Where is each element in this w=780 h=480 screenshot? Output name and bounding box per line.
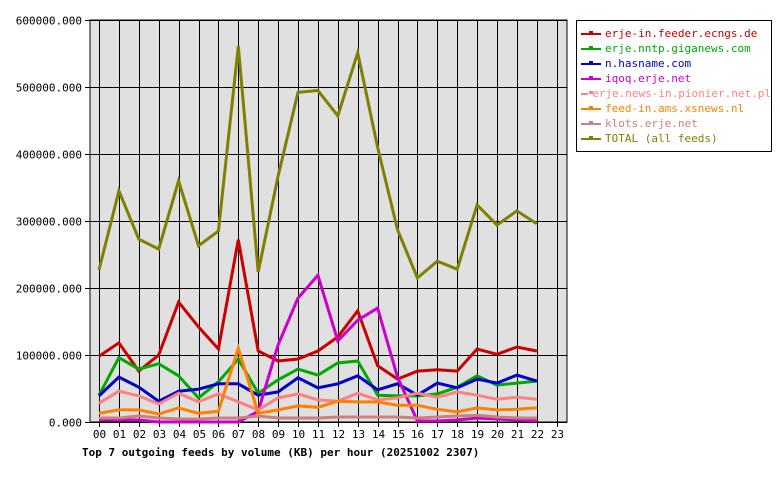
x-tick-label: 14: [372, 428, 386, 441]
x-tick-label: 06: [212, 428, 225, 441]
x-tick-label: 20: [491, 428, 504, 441]
y-tick-label: 400000.000: [16, 149, 82, 162]
legend-line-icon: [581, 30, 601, 35]
x-tick-label: 11: [312, 428, 325, 441]
legend-item: erje.nntp.giganews.com: [577, 41, 771, 56]
x-tick-label: 16: [411, 428, 424, 441]
legend-item: erje-in.feeder.ecngs.de: [577, 26, 771, 41]
legend-item: TOTAL (all feeds): [577, 131, 771, 146]
x-tick-label: 12: [332, 428, 345, 441]
x-tick-label: 08: [252, 428, 265, 441]
chart-title: Top 7 outgoing feeds by volume (KB) per …: [82, 446, 479, 459]
x-tick-label: 02: [133, 428, 146, 441]
legend-label: erje.news-in.pionier.net.pl: [592, 87, 771, 100]
legend-label: erje.nntp.giganews.com: [605, 42, 751, 55]
y-tick-label: 100000.000: [16, 350, 82, 363]
series-line: [98, 389, 537, 412]
x-tick-label: 07: [232, 428, 245, 441]
x-tick-label: 17: [431, 428, 444, 441]
y-tick-label: 300000.000: [16, 216, 82, 229]
legend-line-icon: [581, 60, 601, 65]
y-tick-label: 200000.000: [16, 283, 82, 296]
x-tick-label: 00: [93, 428, 106, 441]
legend-line-icon: [581, 45, 601, 50]
legend-line-icon: [581, 75, 601, 80]
legend-line-icon: [581, 135, 601, 140]
x-tick-label: 19: [471, 428, 484, 441]
series-line: [98, 239, 538, 381]
legend-line-icon: [581, 90, 594, 95]
y-tick-label: 500000.000: [16, 82, 82, 95]
x-tick-label: 22: [531, 428, 544, 441]
legend-label: n.hasname.com: [605, 57, 692, 70]
x-tick-label: 15: [392, 428, 405, 441]
series-line: [97, 373, 538, 403]
legend: erje-in.feeder.ecngs.de erje.nntp.giganew…: [576, 20, 772, 152]
y-tick-label: 600000.000: [16, 15, 82, 28]
x-tick-label: 01: [113, 428, 126, 441]
legend-label: iqoq.erje.net: [605, 72, 692, 85]
x-tick-label: 13: [352, 428, 365, 441]
legend-line-icon: [581, 105, 601, 110]
x-tick-label: 10: [292, 428, 305, 441]
x-axis: 00 01 02 03 04 05 06 07 08 09 10 11 12 13 14 15 16 17 18 19…: [93, 422, 564, 441]
series-line: [99, 272, 537, 424]
legend-item: feed-in.ams.xsnews.nl: [577, 101, 771, 116]
legend-line-icon: [581, 120, 601, 125]
legend-item: klots.erje.net: [577, 116, 771, 131]
x-tick-label: 03: [153, 428, 166, 441]
x-tick-label: 04: [173, 428, 187, 441]
x-tick-label: 09: [272, 428, 285, 441]
y-axis: 0.000 100000.000 200000.000 300000.000 40000…: [16, 15, 90, 430]
legend-label: feed-in.ams.xsnews.nl: [605, 102, 745, 115]
series-line: [98, 343, 537, 416]
series-line: [99, 413, 537, 421]
x-tick-label: 23: [551, 428, 564, 441]
y-tick-label: 0.000: [49, 417, 82, 430]
legend-item: iqoq.erje.net: [577, 71, 771, 86]
legend-item: n.hasname.com: [577, 56, 771, 71]
legend-label: TOTAL (all feeds): [605, 132, 718, 145]
data-series: [97, 45, 538, 424]
x-tick-label: 18: [451, 428, 464, 441]
series-line: [97, 45, 538, 281]
x-tick-label: 21: [511, 428, 524, 441]
legend-label: erje-in.feeder.ecngs.de: [605, 27, 758, 40]
legend-item: erje.news-in.pionier.net.pl: [577, 86, 771, 101]
x-tick-label: 05: [193, 428, 206, 441]
legend-label: klots.erje.net: [605, 117, 698, 130]
